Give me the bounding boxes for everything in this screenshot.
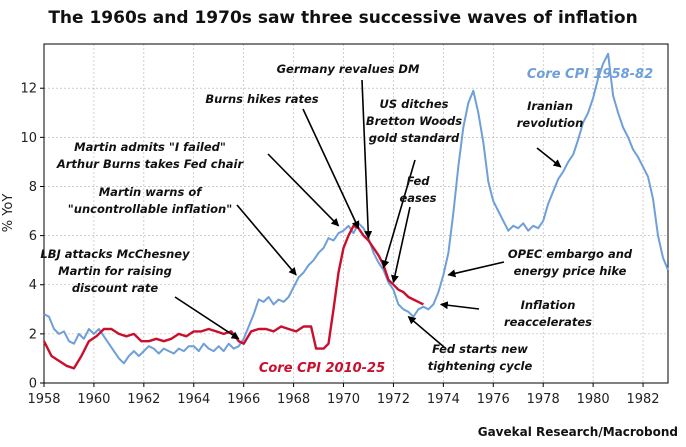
annotation-text: "uncontrollable inflation" — [68, 202, 232, 216]
x-tick-label: 1966 — [227, 392, 260, 407]
x-tick-label: 1982 — [626, 392, 659, 407]
annotation-arrow — [447, 261, 505, 278]
x-tick-label: 1978 — [527, 392, 560, 407]
annotation-text: LBJ attacks McChesney — [40, 247, 190, 261]
y-tick-label: 2 — [29, 327, 37, 342]
annotation-arrow — [361, 79, 373, 240]
annotation-text: Martin for raising — [58, 264, 172, 278]
x-tick-label: 1964 — [177, 392, 210, 407]
x-tick-label: 1972 — [377, 392, 410, 407]
annotation-text: discount rate — [72, 281, 159, 295]
x-tick-label: 1962 — [127, 392, 160, 407]
series-labels: Core CPI 1958-82 Core CPI 2010-25 — [259, 67, 653, 376]
annotation-arrow — [536, 147, 562, 168]
annotation-text: Inflation — [521, 298, 576, 312]
x-tick-label: 1958 — [27, 392, 60, 407]
annotation-text: Iranian — [527, 99, 573, 113]
annotation-arrow — [302, 108, 360, 230]
y-tick-label: 10 — [20, 131, 37, 146]
annotation-text: US ditches — [380, 97, 449, 111]
annotation-text: Bretton Woods — [366, 114, 462, 128]
y-tick-label: 4 — [29, 278, 37, 293]
annotation-arrow — [391, 206, 411, 284]
y-tick-label: 6 — [29, 229, 37, 244]
annotation-text: reaccelerates — [504, 315, 592, 329]
x-tick-label: 1974 — [427, 392, 460, 407]
annotation-text: gold standard — [369, 131, 460, 145]
y-tick-label: 0 — [29, 377, 37, 392]
annotation-arrow — [236, 204, 297, 276]
x-tick-label: 1970 — [327, 392, 360, 407]
y-tick-label: 12 — [20, 82, 37, 97]
annotation-text: Burns hikes rates — [205, 92, 318, 106]
source-label: Gavekal Research/Macrobond — [478, 425, 678, 439]
annotation-text: energy price hike — [514, 264, 627, 278]
chart-title: The 1960s and 1970s saw three successive… — [48, 8, 637, 28]
x-tick-label: 1976 — [477, 392, 510, 407]
axis-ticks: 0 2 4 6 8 10 12 1958 1960 1962 1964 1966 1968 1970 197… — [20, 82, 659, 407]
annotation-arrow — [439, 301, 480, 310]
series-label: Core CPI 1958-82 — [527, 67, 653, 82]
annotation-text: Martin warns of — [99, 185, 203, 199]
annotation-text: Fed starts new — [432, 342, 528, 356]
x-tick-label: 1960 — [77, 392, 110, 407]
x-tick-label: 1968 — [277, 392, 310, 407]
x-tick-label: 1980 — [577, 392, 610, 407]
annotation-text: eases — [399, 191, 436, 205]
series-label: Core CPI 2010-25 — [259, 361, 385, 376]
annotation-arrow — [174, 296, 240, 340]
y-tick-label: 8 — [29, 180, 37, 195]
annotation-text: Germany revalues DM — [277, 62, 420, 76]
annotation-arrow — [381, 159, 416, 269]
annotation-text: Fed — [407, 174, 431, 188]
annotation-text: Arthur Burns takes Fed chair — [56, 157, 245, 171]
annotations: LBJ attacks McChesney Martin for raising d… — [40, 62, 633, 373]
annotation-arrow — [267, 153, 340, 227]
annotation-arrow — [407, 316, 445, 348]
series-line-core-cpi-2010-25 — [42, 224, 424, 370]
annotation-text: OPEC embargo and — [508, 247, 633, 261]
annotation-text: revolution — [517, 116, 584, 130]
plot-frame — [43, 43, 669, 384]
y-axis-label: % YoY — [1, 194, 16, 233]
annotation-text: tightening cycle — [428, 359, 533, 373]
annotation-text: Martin admits "I failed" — [74, 140, 226, 154]
